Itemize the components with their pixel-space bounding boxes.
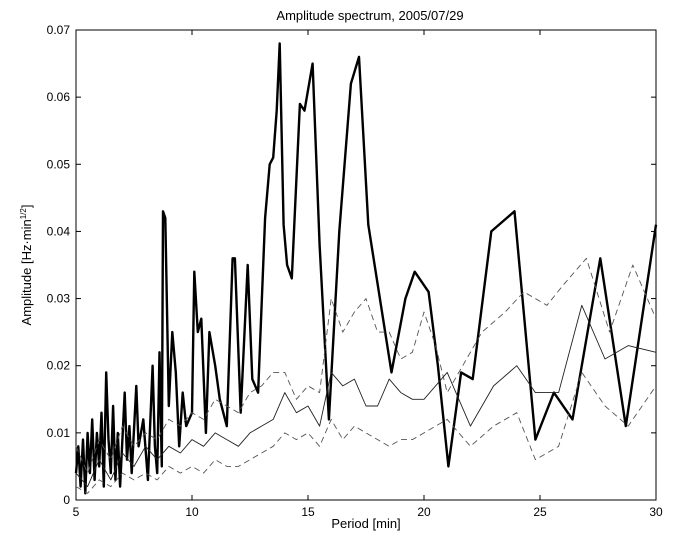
- y-tick-label: 0.03: [47, 292, 71, 306]
- y-axis-label-close: ]: [19, 205, 34, 209]
- x-tick-label: 10: [185, 505, 199, 519]
- series-layer: [74, 42, 658, 495]
- y-tick-label: 0.07: [47, 23, 71, 37]
- y-tick-label: 0.01: [47, 426, 71, 440]
- series-line-1: [74, 42, 658, 495]
- y-axis-label-exponent: 1/2: [19, 208, 28, 220]
- y-tick-label: 0.02: [47, 359, 71, 373]
- y-axis-label-unit: ·min: [19, 219, 34, 244]
- x-tick-label: 20: [417, 505, 431, 519]
- x-tick-label: 30: [649, 505, 663, 519]
- x-tick-label: 15: [301, 505, 315, 519]
- axis-ticks: 5 10 15 20 25 30 0 0.01 0.02 0.03 0.04 0.05 0.06 0.07: [47, 23, 663, 519]
- y-tick-label: 0.06: [47, 90, 71, 104]
- series-line-3: [75, 304, 657, 488]
- chart-title: Amplitude spectrum, 2005/07/29: [276, 8, 463, 23]
- y-tick-label: 0.04: [47, 224, 71, 238]
- y-tick-label: 0.05: [47, 157, 71, 171]
- series-line-2: [75, 257, 657, 474]
- x-tick-label: 25: [533, 505, 547, 519]
- x-axis-label: Period [min]: [331, 516, 400, 531]
- x-tick-label: 5: [73, 505, 80, 519]
- y-tick-label: 0: [63, 493, 70, 507]
- y-axis-label-main: Amplitude [Hz: [19, 245, 34, 326]
- y-axis-label: Amplitude [Hz·min1/2]: [19, 205, 34, 326]
